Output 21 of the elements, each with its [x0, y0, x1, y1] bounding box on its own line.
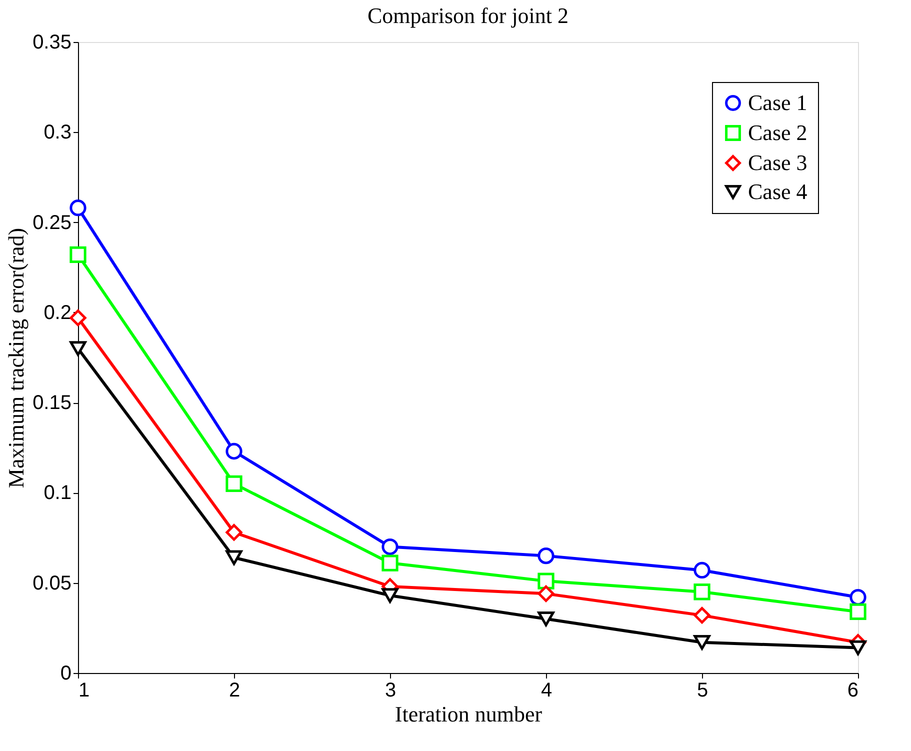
- legend-label: Case 4: [748, 179, 808, 204]
- legend-label: Case 1: [748, 90, 808, 115]
- x-tick-label: 3: [384, 680, 396, 702]
- x-tick-label: 5: [696, 680, 708, 702]
- y-tick-label: 0: [60, 662, 72, 684]
- x-tick-label: 6: [847, 680, 858, 702]
- y-axis-title: Maximum tracking error(rad): [4, 228, 29, 488]
- y-tick-label: 0.1: [44, 482, 72, 504]
- legend-label: Case 2: [748, 120, 808, 145]
- y-tick-label: 0.3: [44, 122, 72, 144]
- x-tick-label: 2: [228, 680, 240, 702]
- y-tick-label: 0.35: [32, 32, 72, 54]
- y-tick-label: 0.15: [32, 392, 72, 414]
- y-tick-label: 0.2: [44, 302, 72, 324]
- y-tick-label: 0.25: [32, 212, 72, 234]
- x-axis-title: Iteration number: [394, 702, 543, 726]
- x-tick-label: 1: [78, 680, 90, 702]
- x-tick-label: 4: [540, 680, 552, 702]
- legend-label: Case 3: [748, 150, 808, 175]
- chart-title: Comparison for joint 2: [367, 3, 569, 28]
- y-tick-label: 0.05: [32, 572, 72, 594]
